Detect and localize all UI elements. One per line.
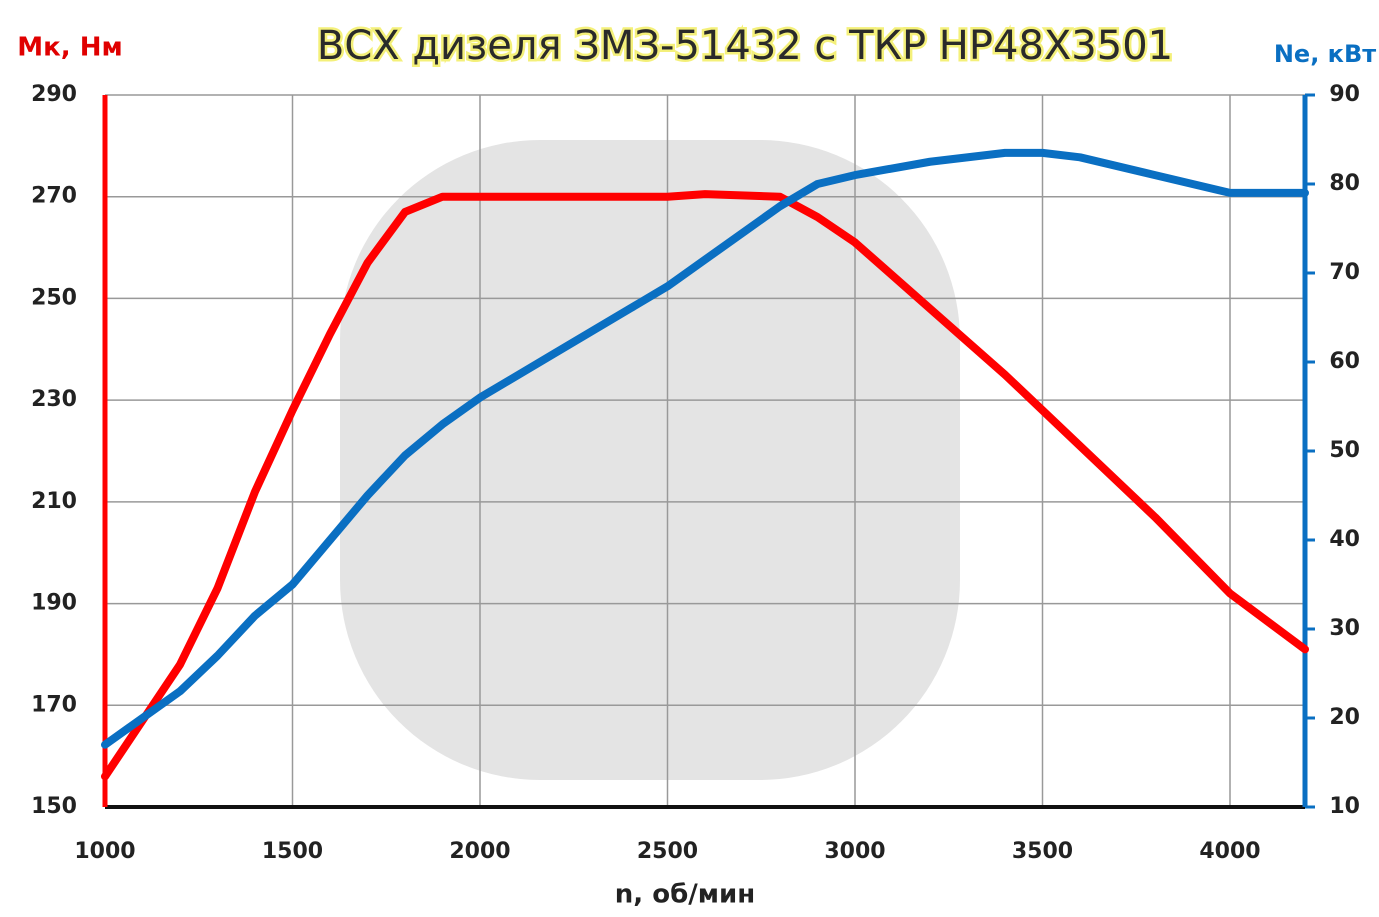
y2-tick-label: 30: [1329, 616, 1360, 641]
y2-axis-label: Ne, кВт: [1274, 40, 1376, 68]
y-tick-label: 290: [31, 82, 77, 107]
y2-tick-label: 20: [1329, 705, 1360, 730]
y2-tick-label: 90: [1329, 82, 1360, 107]
data-line: [101, 190, 1309, 781]
y2-tick-label: 40: [1329, 527, 1360, 552]
y-tick-label: 150: [31, 794, 77, 819]
x-tick-label: 3000: [824, 839, 885, 864]
y-tick-label: 230: [31, 387, 77, 412]
chart-title: ВСХ дизеля ЗМЗ-51432 с ТКР HP48X3501: [317, 23, 1173, 69]
y-tick-label: 170: [31, 692, 77, 717]
x-tick-label: 4000: [1199, 839, 1260, 864]
x-tick-label: 2000: [449, 839, 510, 864]
x-tick-label: 1000: [74, 839, 135, 864]
background-engine: [340, 140, 960, 780]
x-tick-label: 3500: [1012, 839, 1073, 864]
x-tick-label: 2500: [637, 839, 698, 864]
x-tick-label: 1500: [262, 839, 323, 864]
data-line: [101, 148, 1309, 749]
y-tick-label: 210: [31, 489, 77, 514]
y2-tick-label: 10: [1329, 794, 1360, 819]
y2-tick-label: 70: [1329, 260, 1360, 285]
y2-tick-label: 80: [1329, 171, 1360, 196]
y-tick-label: 190: [31, 591, 77, 616]
y2-tick-label: 50: [1329, 438, 1360, 463]
y-tick-label: 270: [31, 184, 77, 209]
y-tick-label: 250: [31, 285, 77, 310]
y-axis-label: Мк, Нм: [17, 33, 122, 63]
y2-tick-label: 60: [1329, 349, 1360, 374]
x-axis-label: n, об/мин: [615, 880, 755, 910]
